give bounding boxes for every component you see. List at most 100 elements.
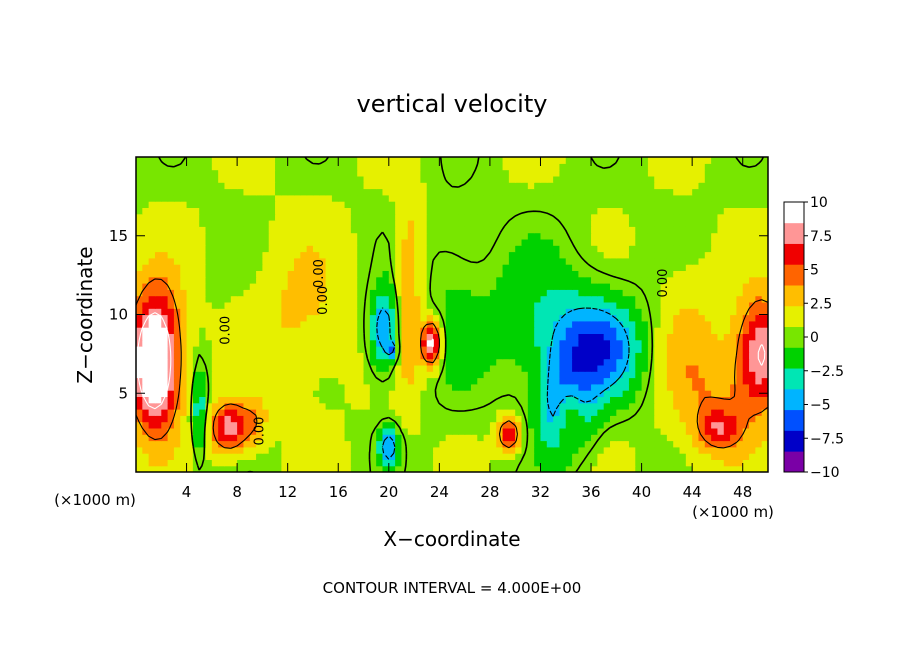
heatmap-cell: [584, 346, 592, 353]
heatmap-cell: [414, 459, 421, 467]
heatmap-cell: [489, 207, 497, 215]
heatmap-cell: [154, 220, 162, 227]
heatmap-cell: [565, 188, 573, 196]
heatmap-cell: [458, 175, 466, 183]
heatmap-cell: [654, 301, 662, 309]
heatmap-cell: [527, 352, 535, 360]
heatmap-cell: [414, 276, 421, 284]
heatmap-cell: [647, 245, 655, 253]
heatmap-cell: [388, 402, 396, 410]
heatmap-cell: [515, 270, 523, 278]
heatmap-cell: [704, 207, 712, 215]
heatmap-cell: [287, 276, 295, 284]
heatmap-cell: [483, 169, 491, 177]
heatmap-cell: [445, 283, 453, 290]
heatmap-cell: [192, 327, 200, 334]
heatmap-cell: [338, 289, 346, 297]
heatmap-cell: [496, 364, 504, 372]
heatmap-cell: [559, 333, 567, 341]
heatmap-cell: [218, 402, 226, 410]
heatmap-cell: [616, 390, 624, 397]
heatmap-cell: [489, 301, 497, 309]
heatmap-cell: [597, 453, 605, 460]
heatmap-cell: [553, 377, 561, 385]
heatmap-cell: [445, 238, 453, 246]
heatmap-cell: [610, 453, 617, 460]
heatmap-cell: [445, 421, 453, 429]
heatmap-cell: [262, 251, 270, 259]
heatmap-cell: [142, 295, 150, 303]
heatmap-cell: [572, 182, 579, 190]
heatmap-cell: [622, 402, 630, 410]
heatmap-cell: [603, 415, 611, 423]
heatmap-cell: [439, 308, 447, 316]
heatmap-cell: [420, 188, 428, 196]
heatmap-cell: [489, 201, 497, 208]
heatmap-cell: [161, 339, 169, 347]
heatmap-cell: [300, 390, 308, 397]
heatmap-cell: [154, 465, 162, 472]
heatmap-cell: [496, 276, 504, 284]
heatmap-cell: [565, 157, 573, 164]
heatmap-cell: [742, 333, 750, 341]
heatmap-cell: [154, 314, 162, 322]
heatmap-cell: [420, 377, 428, 385]
heatmap-cell: [603, 157, 611, 164]
heatmap-cell: [502, 188, 510, 196]
heatmap-cell: [591, 276, 598, 284]
heatmap-cell: [136, 415, 143, 423]
heatmap-cell: [230, 415, 238, 423]
heatmap-cell: [711, 283, 719, 290]
heatmap-cell: [540, 371, 548, 379]
heatmap-cell: [294, 220, 301, 227]
heatmap-cell: [610, 402, 617, 410]
heatmap-cell: [553, 220, 561, 227]
heatmap-cell: [660, 182, 668, 190]
heatmap-cell: [603, 358, 611, 366]
heatmap-cell: [483, 465, 491, 472]
heatmap-cell: [186, 358, 194, 366]
heatmap-cell: [243, 421, 251, 429]
heatmap-cell: [401, 232, 409, 240]
heatmap-cell: [628, 339, 636, 347]
heatmap-cell: [357, 440, 365, 448]
heatmap-cell: [540, 245, 548, 253]
heatmap-cell: [464, 434, 472, 442]
heatmap-cell: [717, 346, 725, 353]
heatmap-cell: [161, 459, 169, 467]
heatmap-cell: [742, 175, 750, 183]
heatmap-cell: [192, 301, 200, 309]
heatmap-cell: [230, 327, 238, 334]
heatmap-cell: [256, 207, 263, 215]
heatmap-cell: [312, 390, 320, 397]
heatmap-cell: [546, 308, 554, 316]
heatmap-cell: [173, 440, 181, 448]
heatmap-cell: [666, 352, 674, 360]
heatmap-cell: [755, 333, 763, 341]
heatmap-cell: [161, 276, 169, 284]
heatmap-cell: [723, 289, 731, 297]
heatmap-cell: [565, 245, 573, 253]
heatmap-cell: [755, 409, 763, 416]
heatmap-cell: [433, 264, 440, 271]
heatmap-cell: [534, 396, 542, 404]
heatmap-cell: [647, 301, 655, 309]
heatmap-cell: [515, 213, 523, 221]
heatmap-cell: [142, 213, 150, 221]
heatmap-cell: [256, 175, 263, 183]
heatmap-cell: [192, 251, 200, 259]
heatmap-cell: [363, 364, 371, 372]
heatmap-cell: [161, 333, 169, 341]
heatmap-cell: [407, 226, 415, 234]
heatmap-cell: [755, 421, 763, 429]
heatmap-cell: [679, 427, 687, 435]
heatmap-cell: [281, 402, 289, 410]
heatmap-cell: [319, 346, 327, 353]
heatmap-cell: [369, 409, 377, 416]
heatmap-cell: [515, 415, 523, 423]
heatmap-cell: [527, 327, 535, 334]
heatmap-cell: [319, 276, 327, 284]
heatmap-cell: [666, 257, 674, 265]
heatmap-cell: [483, 232, 491, 240]
heatmap-cell: [192, 213, 200, 221]
